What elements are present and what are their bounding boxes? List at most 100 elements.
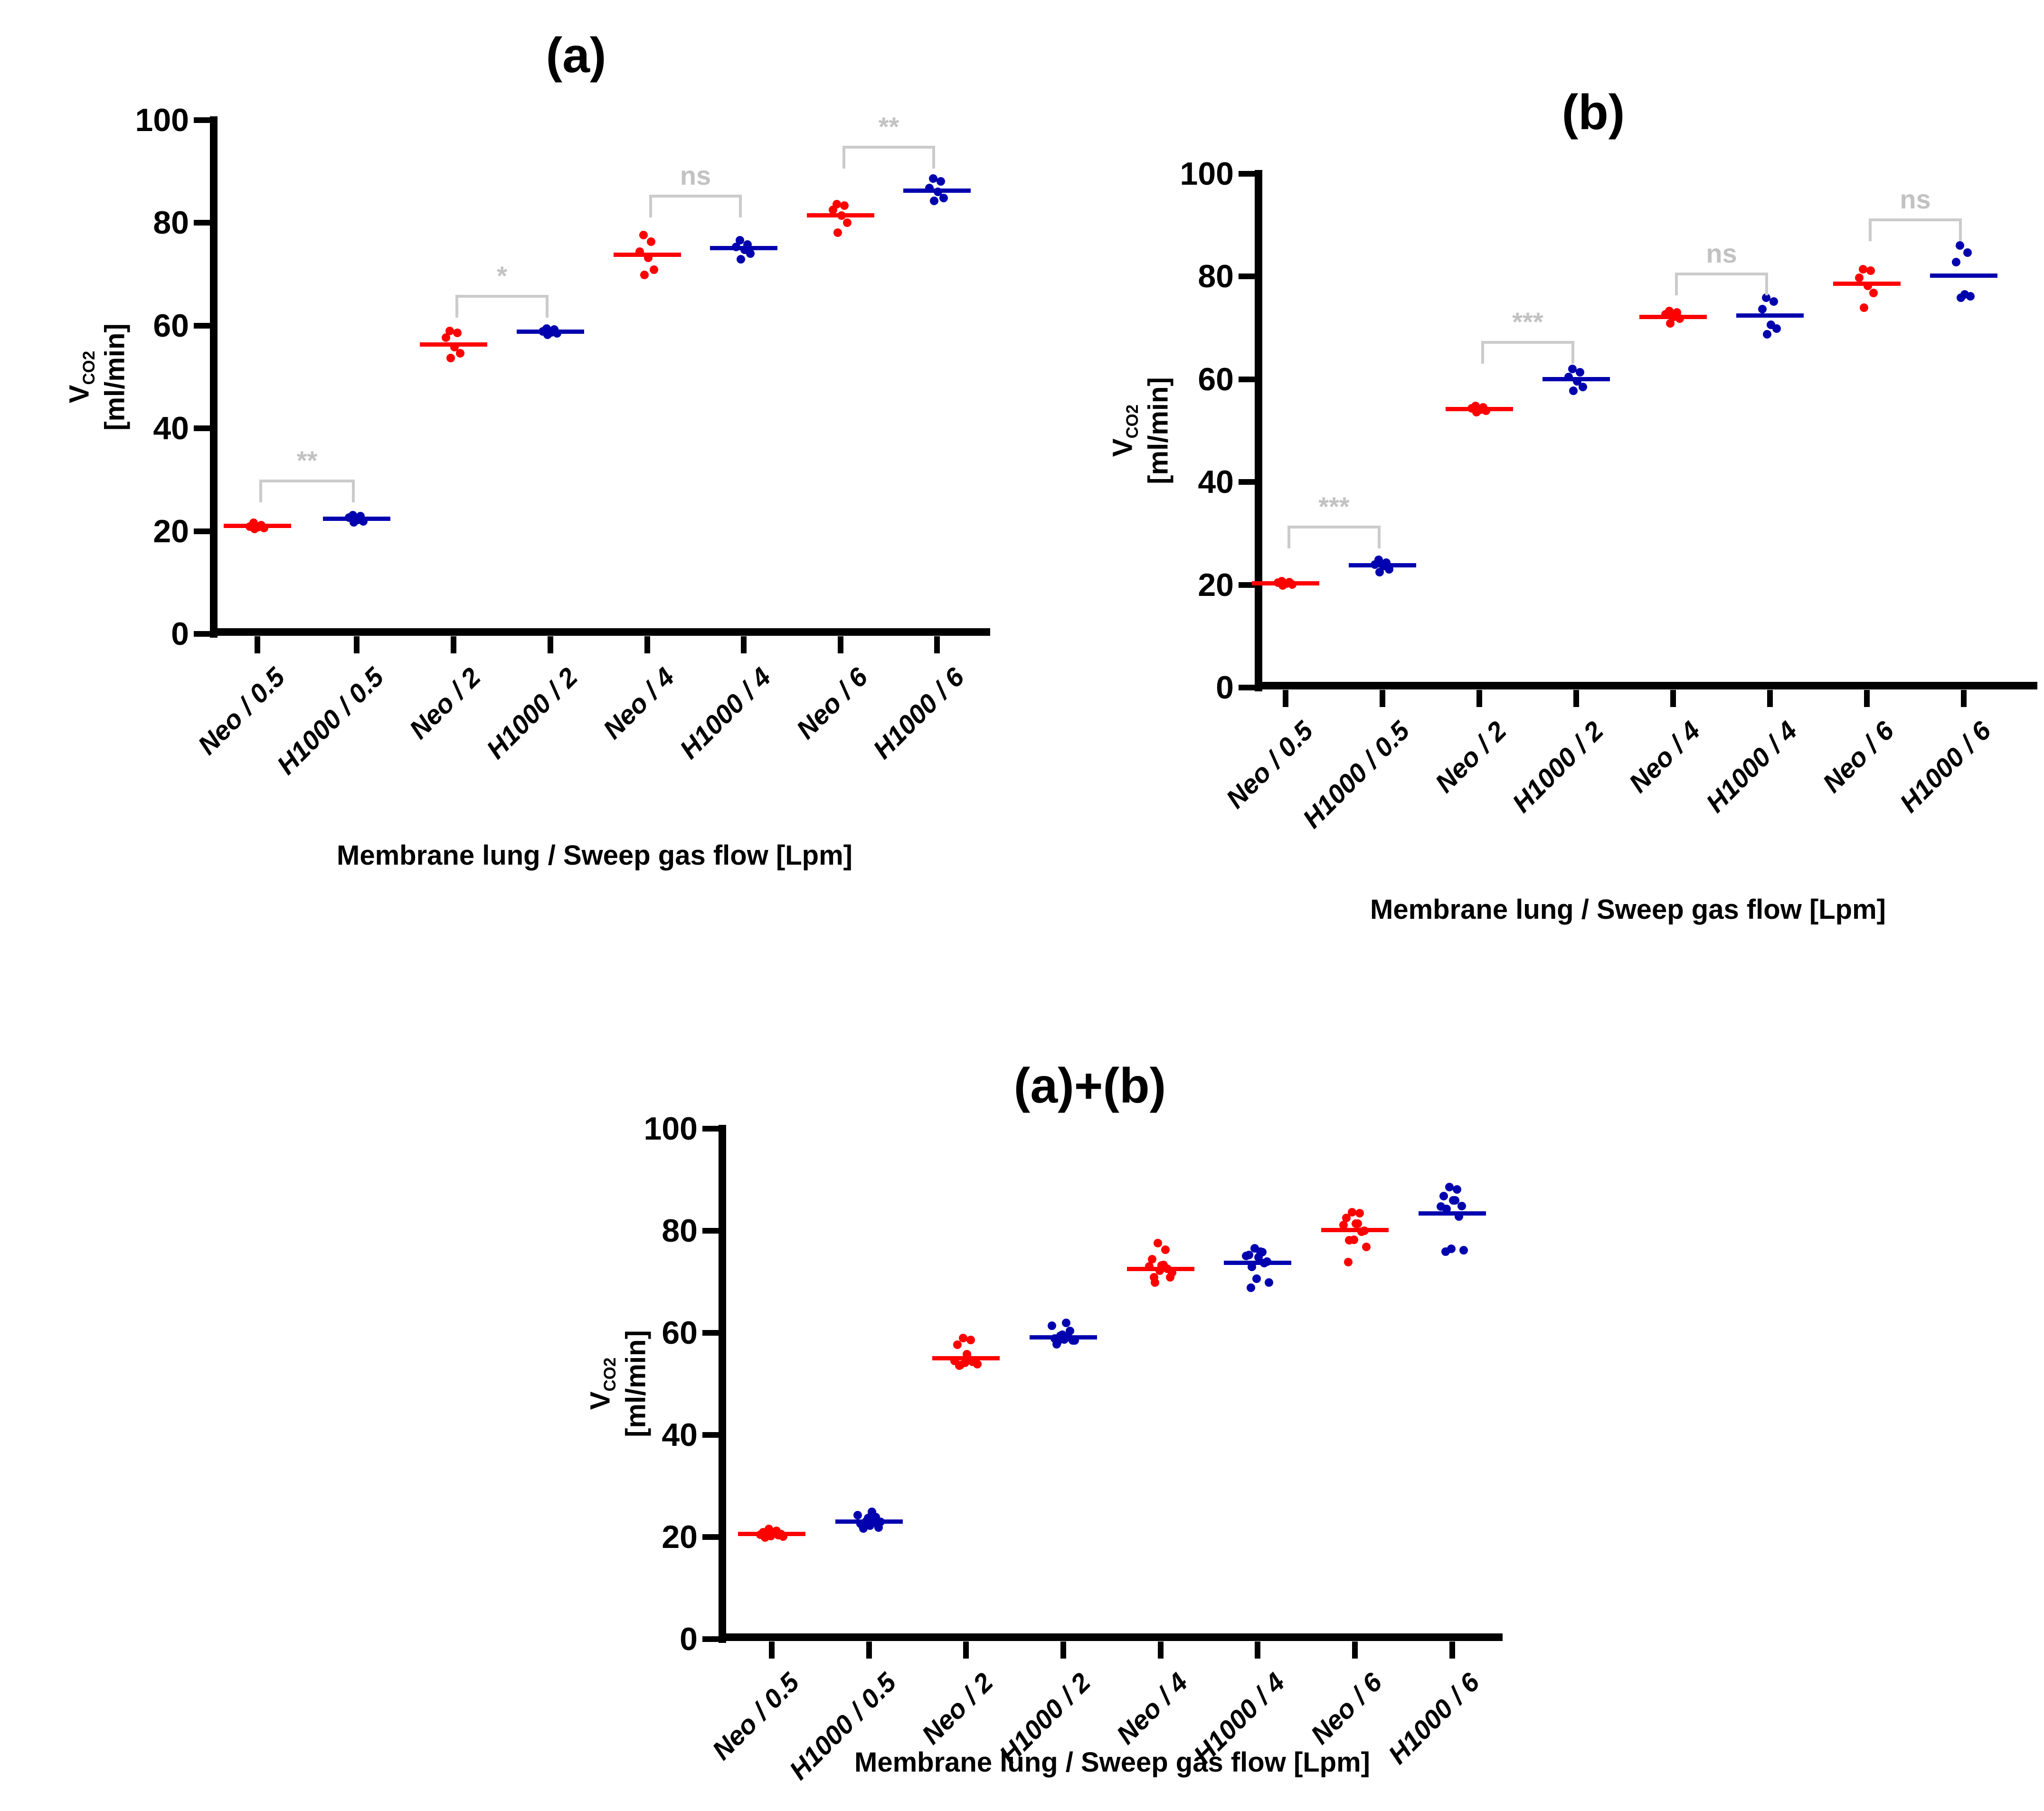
- x-tick: [1573, 690, 1579, 707]
- category-label: Neo / 0.5: [706, 1667, 805, 1766]
- data-point: [930, 196, 938, 205]
- category-label: H1000 / 0.5: [271, 661, 390, 780]
- x-tick: [963, 1641, 969, 1659]
- data-point: [1339, 1221, 1348, 1230]
- y-tick-label: 20: [1198, 566, 1234, 603]
- data-point: [1564, 373, 1573, 382]
- significance-label: ns: [1900, 184, 1931, 215]
- y-axis-line: [210, 116, 218, 638]
- x-axis-line: [210, 628, 990, 636]
- x-tick: [1158, 1641, 1164, 1659]
- significance-label: *: [497, 260, 507, 291]
- data-point: [1344, 1257, 1353, 1266]
- y-tick: [1239, 685, 1255, 690]
- x-tick: [451, 636, 456, 653]
- data-point: [1260, 1258, 1268, 1267]
- y-tick: [702, 1636, 719, 1642]
- data-point: [1256, 1247, 1265, 1256]
- significance-bracket: [259, 480, 355, 483]
- data-point: [876, 1517, 885, 1526]
- y-axis-title-unit: [ml/min]: [99, 323, 131, 431]
- data-point: [939, 194, 948, 203]
- y-axis-line: [1255, 170, 1262, 691]
- x-tick: [769, 1641, 775, 1659]
- data-point: [350, 518, 358, 527]
- y-tick-label: 0: [1216, 670, 1234, 706]
- data-point: [1860, 303, 1868, 312]
- x-tick: [1961, 690, 1967, 707]
- category-label: H1000 / 4: [1700, 715, 1803, 818]
- y-axis-title-subscript: CO2: [80, 350, 99, 385]
- data-point: [1278, 581, 1287, 590]
- data-point: [1472, 408, 1481, 417]
- data-point: [973, 1359, 982, 1368]
- data-point: [737, 255, 745, 264]
- data-point: [1155, 1266, 1164, 1275]
- x-axis-title: Membrane lung / Sweep gas flow [Lpm]: [1370, 894, 1886, 925]
- category-label: H1000 / 6: [1893, 715, 1997, 818]
- data-point: [761, 1533, 769, 1542]
- data-point: [1568, 365, 1577, 374]
- data-point: [966, 1336, 975, 1345]
- y-tick-label: 100: [1180, 156, 1234, 192]
- x-tick: [1449, 1641, 1455, 1659]
- y-tick: [1239, 376, 1255, 382]
- significance-bracket: [1287, 526, 1290, 549]
- data-point: [553, 329, 561, 338]
- x-axis-line: [1255, 682, 2037, 689]
- y-axis-title-unit: [ml/min]: [620, 1330, 652, 1437]
- data-point: [1070, 1336, 1079, 1345]
- significance-bracket: [1675, 272, 1678, 295]
- panel-ab-title: (a)+(b): [1013, 1058, 1166, 1113]
- y-tick-label: 0: [171, 616, 189, 652]
- significance-bracket: [1675, 272, 1768, 275]
- y-tick-label: 80: [662, 1213, 698, 1249]
- y-tick: [1239, 479, 1255, 485]
- y-tick-label: 60: [662, 1315, 698, 1351]
- x-tick: [934, 636, 940, 653]
- significance-bracket: [739, 194, 742, 217]
- y-axis-title-symbol: V: [1107, 438, 1138, 457]
- x-axis-title: Membrane lung / Sweep gas flow [Lpm]: [337, 840, 852, 871]
- data-point: [1048, 1321, 1056, 1330]
- data-point: [1441, 1247, 1450, 1256]
- data-point: [1062, 1318, 1070, 1327]
- x-tick: [548, 636, 553, 653]
- y-tick: [194, 322, 210, 329]
- data-point: [1459, 1245, 1468, 1254]
- data-point: [1859, 265, 1867, 274]
- y-axis-title: VCO2 [ml/min]: [584, 1330, 652, 1437]
- y-axis-title: VCO2 [ml/min]: [1107, 377, 1174, 484]
- data-point: [1248, 1263, 1256, 1272]
- data-point: [1066, 1326, 1074, 1335]
- data-point: [1772, 324, 1781, 333]
- data-point: [1242, 1251, 1250, 1260]
- y-axis-title: VCO2 [ml/min]: [63, 323, 131, 431]
- category-label: Neo / 4: [1623, 715, 1706, 799]
- data-point: [1569, 386, 1578, 395]
- data-point: [1482, 406, 1490, 415]
- data-point: [736, 236, 744, 245]
- significance-label: ns: [1706, 238, 1737, 268]
- data-point: [1437, 1202, 1445, 1211]
- y-tick: [194, 425, 210, 432]
- category-label: Neo / 6: [790, 661, 874, 745]
- data-point: [1855, 273, 1864, 282]
- significance-bracket: [352, 480, 355, 503]
- data-point: [260, 524, 268, 533]
- data-point: [1957, 293, 1965, 302]
- data-point: [1956, 241, 1964, 250]
- category-label: Neo / 4: [1110, 1667, 1194, 1750]
- y-axis-title-subscript: CO2: [1123, 404, 1142, 439]
- data-point: [650, 265, 658, 274]
- y-tick-label: 20: [153, 513, 189, 549]
- y-tick-label: 40: [662, 1417, 698, 1453]
- data-point: [1762, 293, 1770, 302]
- significance-bracket: [1765, 272, 1768, 295]
- significance-bracket: [546, 294, 549, 318]
- significance-bracket: [1287, 526, 1381, 529]
- data-point: [1457, 1202, 1466, 1211]
- data-point: [1451, 1196, 1459, 1205]
- data-point: [1350, 1236, 1358, 1245]
